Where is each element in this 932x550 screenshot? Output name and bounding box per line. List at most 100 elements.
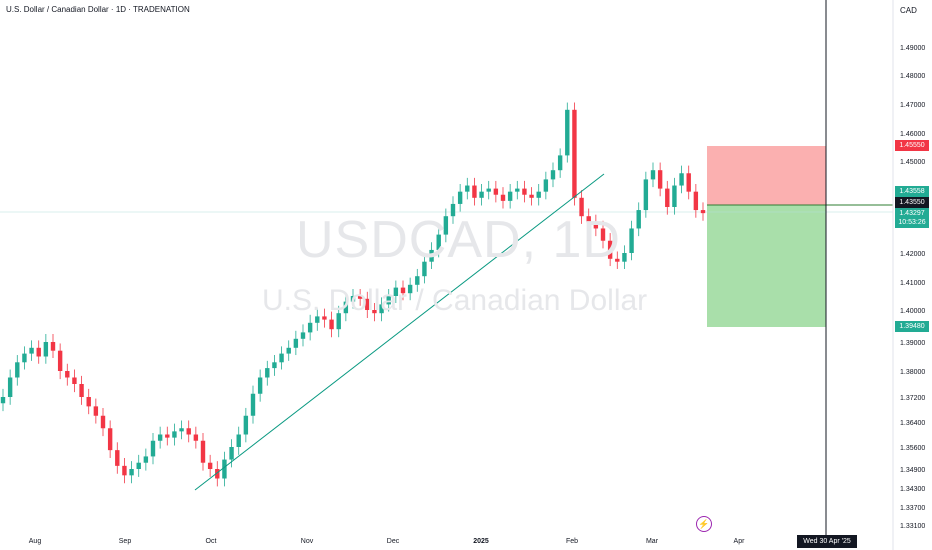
x-tick-label: Dec bbox=[387, 538, 400, 545]
candle-body bbox=[79, 384, 84, 397]
candle-body bbox=[629, 228, 634, 253]
candle-body bbox=[222, 459, 227, 479]
candle-body bbox=[643, 179, 649, 211]
y-tick-label: 1.37200 bbox=[900, 395, 925, 402]
candle-body bbox=[300, 332, 306, 339]
bar-countdown: 10:53:26 bbox=[895, 218, 929, 228]
candle-body bbox=[186, 428, 191, 435]
candle-body bbox=[50, 342, 56, 351]
y-tick-label: 1.49000 bbox=[900, 45, 925, 52]
x-tick-label: 2025 bbox=[473, 538, 489, 545]
candle-body bbox=[136, 462, 141, 469]
candle-body bbox=[265, 368, 270, 378]
y-tick-label: 1.40000 bbox=[900, 308, 925, 315]
y-tick-label: 1.35600 bbox=[900, 445, 925, 452]
candle-body bbox=[665, 188, 670, 207]
candle-body bbox=[479, 191, 484, 198]
candle-body bbox=[307, 322, 313, 333]
chart-title: U.S. Dollar / Canadian Dollar · 1D · TRA… bbox=[6, 5, 190, 14]
watermark-symbol: USDCAD, 1D bbox=[296, 211, 621, 269]
candle-body bbox=[365, 298, 370, 310]
y-tick-label: 1.38000 bbox=[900, 369, 925, 376]
candle-body bbox=[436, 234, 441, 250]
candle-body bbox=[336, 313, 341, 330]
candle-body bbox=[122, 465, 127, 476]
candle-body bbox=[172, 431, 177, 438]
candle-body bbox=[415, 276, 420, 285]
candle-body bbox=[636, 210, 641, 229]
candle-body bbox=[215, 469, 220, 479]
candle-body bbox=[529, 194, 534, 198]
candle-body bbox=[93, 406, 99, 416]
candle-body bbox=[579, 197, 584, 217]
candle-body bbox=[522, 188, 527, 195]
target-zone[interactable] bbox=[707, 205, 826, 327]
candle-body bbox=[593, 222, 599, 229]
y-tick-label: 1.41000 bbox=[900, 280, 925, 287]
candle-body bbox=[22, 353, 27, 363]
x-tick-label: Oct bbox=[206, 538, 217, 545]
candle-body bbox=[536, 191, 541, 198]
candle-body bbox=[72, 377, 77, 384]
candle-body bbox=[472, 185, 477, 198]
x-tick-label: Aug bbox=[29, 538, 42, 545]
candle-body bbox=[272, 362, 277, 369]
candle-body bbox=[293, 338, 299, 348]
candle-body bbox=[457, 191, 463, 204]
y-tick-label: 1.42000 bbox=[900, 251, 925, 258]
lightning-icon[interactable]: ⚡ bbox=[696, 516, 712, 532]
candle-body bbox=[0, 397, 6, 404]
candle-body bbox=[343, 301, 349, 314]
y-tick-label: 1.34900 bbox=[900, 467, 925, 474]
candle-body bbox=[493, 188, 499, 195]
candle-body bbox=[700, 210, 706, 214]
candle-body bbox=[600, 228, 606, 241]
x-tick-label: Apr bbox=[734, 538, 746, 545]
y-tick-label: 1.33100 bbox=[900, 523, 925, 530]
candle-body bbox=[115, 450, 120, 466]
candle-body bbox=[57, 350, 63, 371]
candle-body bbox=[586, 216, 591, 223]
candle-body bbox=[243, 415, 249, 435]
x-tick-label: Sep bbox=[119, 538, 132, 545]
candle-body bbox=[315, 316, 320, 323]
candle-body bbox=[86, 397, 91, 407]
candle-body bbox=[693, 191, 699, 211]
candle-body bbox=[500, 194, 506, 201]
candle-body bbox=[607, 240, 613, 259]
candle-body bbox=[393, 287, 399, 296]
candle-body bbox=[179, 428, 184, 432]
candle-body bbox=[143, 456, 149, 463]
stop-zone[interactable] bbox=[707, 146, 826, 205]
candle-body bbox=[557, 155, 563, 171]
candle-body bbox=[515, 188, 520, 192]
trendline[interactable] bbox=[194, 173, 605, 491]
candle-body bbox=[672, 185, 677, 207]
candle-body bbox=[29, 347, 34, 354]
y-tick-label: 1.34300 bbox=[900, 486, 925, 493]
candle-body bbox=[107, 428, 113, 451]
currency-label: CAD bbox=[900, 6, 917, 15]
candle-body bbox=[36, 347, 41, 357]
position-zones[interactable] bbox=[707, 146, 893, 327]
candle-body bbox=[65, 371, 70, 378]
y-tick-label: 1.45000 bbox=[900, 159, 925, 166]
y-axis[interactable]: 1.49000 1.48000 1.47000 1.46000 1.45000 1.420… bbox=[900, 45, 925, 530]
stop-price-tag: 1.45550 bbox=[895, 140, 929, 151]
candle-body bbox=[165, 434, 170, 438]
y-tick-label: 1.48000 bbox=[900, 73, 925, 80]
y-tick-label: 1.47000 bbox=[900, 102, 925, 109]
candle-body bbox=[329, 319, 334, 330]
candle-body bbox=[357, 296, 363, 299]
candle-body bbox=[200, 440, 206, 463]
candle-body bbox=[565, 109, 570, 156]
candle-body bbox=[443, 216, 449, 235]
candle-body bbox=[15, 362, 20, 378]
candles-group bbox=[0, 102, 706, 487]
x-axis[interactable]: Aug Sep Oct Nov Dec 2025 Feb Mar Apr bbox=[29, 538, 745, 545]
candle-body bbox=[229, 447, 234, 460]
x-tick-label: Mar bbox=[646, 538, 659, 545]
candle-body bbox=[7, 377, 13, 397]
candle-body bbox=[279, 353, 284, 363]
